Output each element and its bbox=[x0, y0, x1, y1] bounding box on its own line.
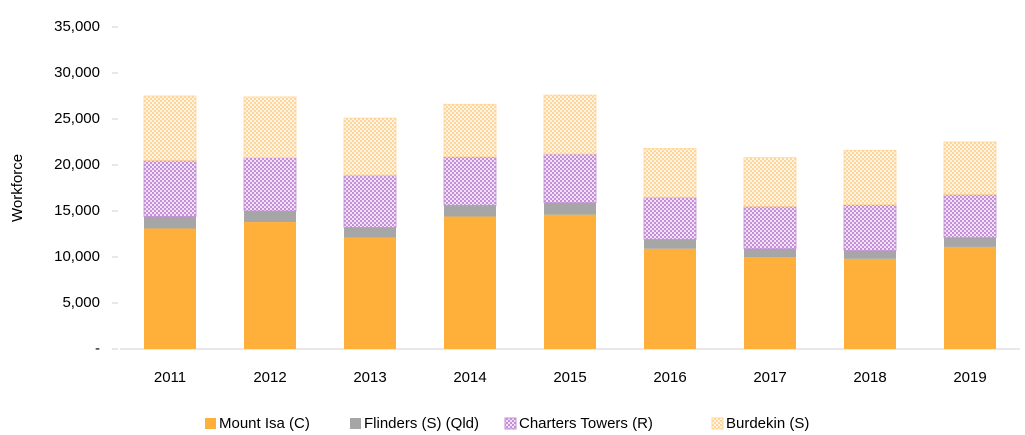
bar-segment bbox=[944, 237, 996, 247]
x-tick-label: 2011 bbox=[154, 369, 186, 386]
bar-segment bbox=[143, 95, 197, 161]
bar-segment bbox=[244, 222, 296, 349]
bar-segment bbox=[143, 159, 197, 217]
legend-label: Mount Isa (C) bbox=[219, 415, 310, 432]
bar-segment bbox=[144, 216, 196, 229]
bar-segment bbox=[643, 196, 697, 240]
x-tick-label: 2014 bbox=[453, 369, 486, 386]
y-axis-label: Workforce bbox=[9, 154, 26, 222]
bar-segment bbox=[743, 205, 797, 250]
x-tick-label: 2017 bbox=[753, 369, 786, 386]
legend-swatch bbox=[711, 417, 724, 430]
bar-segment bbox=[444, 216, 496, 349]
y-tick-label: - bbox=[95, 340, 100, 357]
bar-segment bbox=[443, 156, 497, 206]
y-tick-label: 5,000 bbox=[62, 294, 100, 311]
bar-segment bbox=[743, 157, 797, 207]
bar-segment bbox=[244, 211, 296, 223]
bar-segment bbox=[343, 174, 397, 228]
y-tick-label: 15,000 bbox=[54, 202, 100, 219]
bar-segment bbox=[643, 148, 697, 198]
y-tick-label: 25,000 bbox=[54, 110, 100, 127]
bar-segment bbox=[144, 228, 196, 349]
x-tick-label: 2016 bbox=[653, 369, 686, 386]
bar-segment bbox=[543, 94, 597, 155]
x-tick-label: 2019 bbox=[953, 369, 986, 386]
legend-label: Flinders (S) (Qld) bbox=[364, 415, 479, 432]
bar-segment bbox=[943, 194, 997, 239]
bar-segment bbox=[843, 204, 897, 251]
bar-segment bbox=[944, 246, 996, 349]
bar-segment bbox=[444, 205, 496, 217]
legend-label: Burdekin (S) bbox=[726, 415, 809, 432]
bar-segment bbox=[443, 103, 497, 158]
bar-segment bbox=[544, 214, 596, 349]
bar-segment bbox=[344, 237, 396, 349]
bar-segment bbox=[843, 149, 897, 205]
legend-label: Charters Towers (R) bbox=[519, 415, 653, 432]
bar-segment bbox=[744, 257, 796, 349]
bar-segment bbox=[644, 248, 696, 349]
bar-segment bbox=[943, 141, 997, 195]
y-tick-label: 10,000 bbox=[54, 248, 100, 265]
x-tick-label: 2018 bbox=[853, 369, 886, 386]
legend-swatch bbox=[205, 418, 216, 429]
bar-segment bbox=[844, 258, 896, 349]
y-tick-label: 20,000 bbox=[54, 156, 100, 173]
legend-swatch bbox=[350, 418, 361, 429]
bar-segment bbox=[644, 239, 696, 249]
bar-segment bbox=[243, 157, 297, 212]
bar-segment bbox=[544, 202, 596, 215]
bar-segment bbox=[343, 117, 397, 176]
bar-segment bbox=[844, 250, 896, 259]
y-tick-label: 35,000 bbox=[54, 18, 100, 35]
x-tick-label: 2012 bbox=[253, 369, 286, 386]
bar-segment bbox=[243, 96, 297, 159]
y-tick-label: 30,000 bbox=[54, 64, 100, 81]
legend-swatch bbox=[504, 417, 517, 430]
x-tick-label: 2015 bbox=[553, 369, 586, 386]
bar-segment bbox=[744, 248, 796, 257]
x-tick-label: 2013 bbox=[353, 369, 386, 386]
bar-segment bbox=[344, 227, 396, 238]
bar-segment bbox=[543, 153, 597, 204]
